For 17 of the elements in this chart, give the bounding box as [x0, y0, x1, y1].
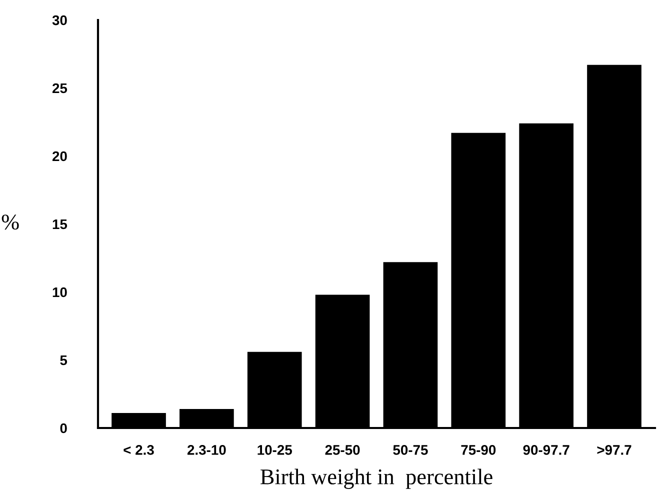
y-tick-label: 25 [52, 83, 68, 94]
x-tick-label: 2.3-10 [187, 445, 226, 455]
y-tick-label: 15 [52, 219, 68, 230]
x-tick-label: 25-50 [325, 445, 360, 455]
x-axis-title: Birth weight in percentile [260, 468, 492, 489]
x-tick-label: >97.7 [597, 445, 632, 455]
y-tick-label: 10 [52, 287, 67, 298]
x-tick-label: 75-90 [461, 445, 496, 455]
y-tick-label: 5 [60, 355, 68, 366]
y-tick-label: 0 [60, 423, 67, 434]
y-axis-title: % [2, 214, 19, 230]
y-tick-label: 20 [52, 151, 67, 162]
x-tick-label: < 2.3 [124, 445, 154, 455]
x-tick-label: 90-97.7 [523, 445, 570, 455]
y-tick-label: 30 [52, 15, 67, 26]
x-tick-label: 50-75 [393, 445, 428, 455]
x-tick-label: 10-25 [258, 445, 292, 455]
